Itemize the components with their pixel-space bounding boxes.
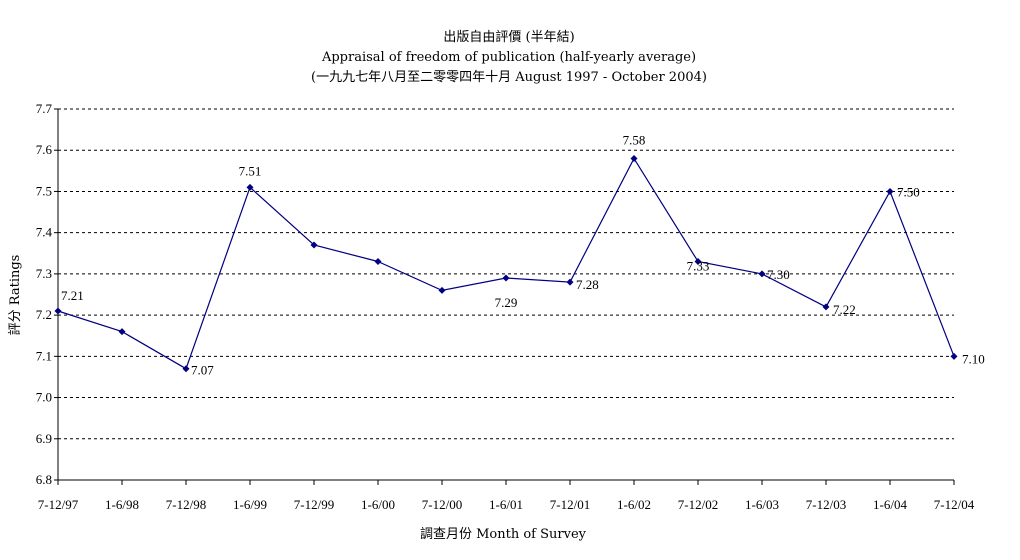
data-point <box>246 183 254 191</box>
x-tick-label: 7-12/03 <box>806 497 846 512</box>
data-label: 7.30 <box>767 267 790 282</box>
x-tick-label: 1-6/01 <box>489 497 523 512</box>
data-point <box>950 352 958 360</box>
gridlines <box>58 108 954 440</box>
data-point <box>822 303 830 311</box>
x-tick-label: 7-12/98 <box>166 497 206 512</box>
data-label: 7.29 <box>495 295 518 310</box>
x-tick-label: 1-6/04 <box>873 497 907 512</box>
x-tick-label: 7-12/97 <box>38 497 79 512</box>
y-tick-label: 6.8 <box>36 472 52 487</box>
x-axis-label: 調查月份 Month of Survey <box>420 527 587 542</box>
y-tick-label: 7.4 <box>36 225 53 240</box>
x-tick-label: 1-6/98 <box>105 497 139 512</box>
data-points <box>54 154 958 373</box>
data-label: 7.10 <box>962 351 985 366</box>
x-tick-label: 7-12/00 <box>422 497 462 512</box>
data-point <box>182 365 190 373</box>
chart-subtitle: Appraisal of freedom of publication (hal… <box>321 50 696 65</box>
chart-title: 出版自由評價 (半年結) <box>443 30 574 45</box>
x-tick-label: 1-6/03 <box>745 497 779 512</box>
y-tick-label: 7.6 <box>36 142 53 157</box>
x-tick-label: 7-12/01 <box>550 497 590 512</box>
y-tick-label: 7.5 <box>36 183 52 198</box>
x-tick-label: 7-12/04 <box>934 497 975 512</box>
data-point <box>374 258 382 266</box>
y-axis-ticks: 6.8 6.9 7.0 7.1 7.2 7.3 7.4 7.5 7.6 7.7 <box>36 101 58 487</box>
series-line <box>57 157 955 370</box>
y-tick-label: 7.1 <box>36 348 52 363</box>
y-tick-label: 7.3 <box>36 266 52 281</box>
data-label: 7.58 <box>623 132 646 147</box>
data-label: 7.07 <box>191 363 214 378</box>
x-tick-label: 7-12/02 <box>678 497 718 512</box>
data-label: 7.22 <box>833 302 856 317</box>
data-point <box>118 328 126 336</box>
data-point <box>630 154 638 162</box>
x-tick-label: 1-6/00 <box>361 497 395 512</box>
data-point <box>694 258 702 266</box>
y-tick-label: 6.9 <box>36 431 52 446</box>
data-point <box>54 307 62 315</box>
data-label: 7.51 <box>239 163 262 178</box>
data-label: 7.50 <box>897 184 920 199</box>
y-tick-label: 7.7 <box>36 101 53 116</box>
data-point <box>566 278 574 286</box>
y-tick-label: 7.0 <box>36 390 52 405</box>
data-point <box>886 187 894 195</box>
data-point <box>502 274 510 282</box>
data-point <box>310 241 318 249</box>
x-tick-label: 7-12/99 <box>294 497 334 512</box>
x-tick-label: 1-6/99 <box>233 497 267 512</box>
data-point <box>438 286 446 294</box>
data-label: 7.33 <box>687 259 710 274</box>
y-tick-label: 7.2 <box>36 307 52 322</box>
data-labels: 7.21 7.07 7.51 7.29 7.28 7.58 7.33 7.30 7.22 7.50… <box>61 132 985 377</box>
chart-subtitle-range: (一九九七年八月至二零零四年十月 August 1997 - October 2… <box>311 70 707 85</box>
data-label: 7.28 <box>576 277 599 292</box>
x-axis-ticks: 7-12/97 1-6/98 7-12/98 1-6/99 7-12/99 1-6/00 7… <box>38 480 975 512</box>
x-tick-label: 1-6/02 <box>617 497 651 512</box>
data-label: 7.21 <box>61 288 84 303</box>
y-axis-label: 評分 Ratings <box>8 255 23 336</box>
data-point <box>758 270 766 278</box>
